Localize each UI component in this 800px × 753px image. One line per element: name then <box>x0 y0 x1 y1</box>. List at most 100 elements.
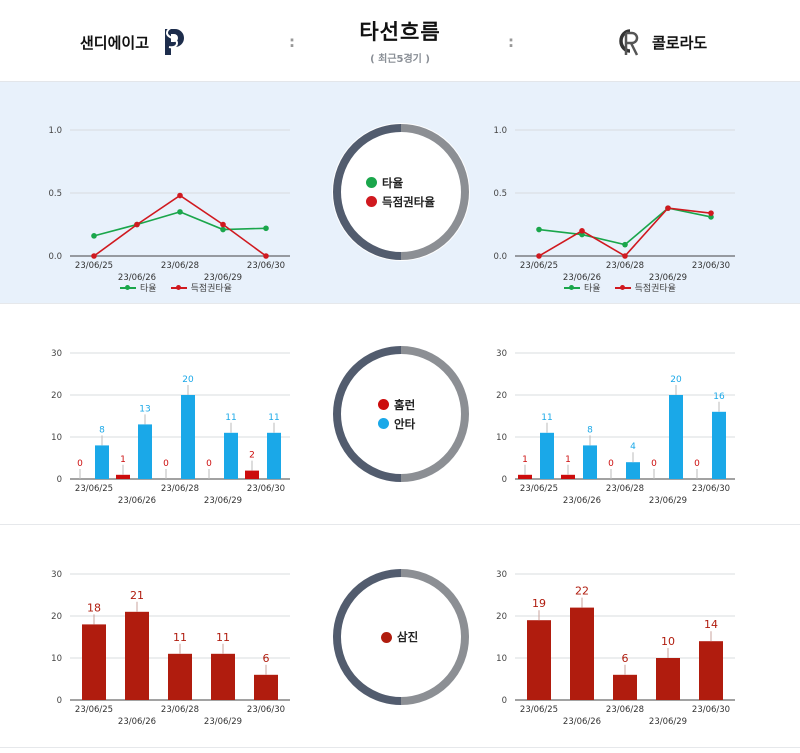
y-tick-label: 10 <box>51 654 62 664</box>
data-label: 21 <box>130 589 144 602</box>
x-tick-label: 23/06/26 <box>563 717 601 727</box>
header: 샌디에이고 : 타선흐름 ( 최근5경기 ) : 콜로라도 <box>0 0 800 82</box>
data-label: 11 <box>225 413 236 423</box>
x-tick-label: 23/06/29 <box>204 273 242 283</box>
data-label: 20 <box>670 375 682 385</box>
data-point <box>708 210 714 216</box>
y-tick-label: 1.0 <box>493 126 507 136</box>
x-tick-label: 23/06/29 <box>204 717 242 727</box>
data-label: 0 <box>608 459 614 469</box>
data-point <box>622 253 628 259</box>
bar-hits <box>224 432 238 479</box>
legend-item-avg[interactable]: 타율 <box>564 281 601 294</box>
x-tick-label: 23/06/25 <box>520 705 558 715</box>
data-label: 6 <box>622 652 629 665</box>
data-point <box>536 226 542 233</box>
y-tick-label: 10 <box>51 433 62 443</box>
legend-risp: 득점권타율 <box>366 194 436 210</box>
ring-right-arc <box>400 569 469 705</box>
y-tick-label: 10 <box>496 433 507 443</box>
ring-right-arc <box>400 346 469 482</box>
data-label: 4 <box>630 442 636 452</box>
y-tick-label: 1.0 <box>48 126 62 136</box>
bar-hits <box>138 424 152 479</box>
x-tick-label: 23/06/30 <box>692 261 730 271</box>
page-subtitle: ( 최근5경기 ) <box>370 54 430 65</box>
strikeout-section: 0 10 20 30 23/06/25 23/06/26 23/06/28 23/06/29 2… <box>0 526 800 748</box>
x-tick-label: 23/06/25 <box>520 484 558 494</box>
series-line-avg <box>538 207 712 246</box>
data-label: 11 <box>268 413 279 423</box>
data-label: 0 <box>163 459 169 469</box>
bar <box>125 611 149 700</box>
series-line-risp <box>93 194 267 257</box>
data-label: 20 <box>182 375 194 385</box>
legend-avg: 타율 <box>366 175 436 191</box>
rockies-logo-icon <box>619 29 639 56</box>
green-dot-icon <box>366 177 377 188</box>
team-left-name: 샌디에이고 <box>80 33 150 52</box>
data-point <box>220 221 226 228</box>
bar-hits <box>669 395 683 479</box>
legend-item-risp[interactable]: 득점권타율 <box>170 281 232 294</box>
batting-legend-left: 타율 득점권타율 <box>120 281 232 294</box>
y-tick-label: 20 <box>496 391 507 401</box>
batting-legend-right: 타율 득점권타율 <box>564 281 676 294</box>
bar-hr <box>518 474 532 479</box>
bar-hits <box>583 445 597 479</box>
strikeout-legend-ring: 삼진 <box>332 568 470 706</box>
data-label: 1 <box>522 455 528 465</box>
header-separator-left: : <box>289 33 295 51</box>
x-tick-label: 23/06/25 <box>520 261 558 271</box>
team-right-name: 콜로라도 <box>652 33 708 52</box>
x-tick-label: 23/06/30 <box>247 705 285 715</box>
strikeout-chart-right: 0 10 20 30 23/06/25 23/06/26 23/06/28 23/06/29 2… <box>445 526 745 752</box>
padres-logo-icon <box>165 26 185 55</box>
bar-hits <box>712 411 726 479</box>
bar-hits <box>181 395 195 479</box>
batting-chart-right: 0.0 0.5 1.0 23/06/25 23/06/26 23/06/28 23/06/2… <box>445 82 745 308</box>
hits-section: 0 10 20 30 23/06/25 23/06/26 23/06/28 23/06/29 2… <box>0 305 800 525</box>
x-tick-label: 23/06/28 <box>606 484 644 494</box>
blue-dot-icon <box>378 418 389 429</box>
legend-item-avg[interactable]: 타율 <box>120 281 157 294</box>
y-tick-label: 30 <box>51 570 62 580</box>
data-label: 11 <box>216 631 230 644</box>
data-point <box>263 253 269 259</box>
data-label: 22 <box>575 585 589 598</box>
y-tick-label: 0 <box>502 696 507 706</box>
data-label: 6 <box>263 652 270 665</box>
bar-hr <box>116 474 130 479</box>
x-tick-label: 23/06/28 <box>606 705 644 715</box>
data-label: 2 <box>249 451 255 461</box>
x-tick-label: 23/06/30 <box>692 705 730 715</box>
y-tick-label: 0 <box>57 475 62 485</box>
red-dot-icon <box>378 399 389 410</box>
data-point <box>134 221 140 228</box>
team-left[interactable]: 샌디에이고 <box>80 25 189 59</box>
y-tick-label: 0.5 <box>48 189 62 199</box>
red-dot-icon <box>381 631 392 643</box>
x-tick-label: 23/06/28 <box>161 261 199 271</box>
data-label: 11 <box>541 413 552 423</box>
ring-right-arc <box>400 124 469 260</box>
x-tick-label: 23/06/25 <box>75 705 113 715</box>
bar-hits <box>540 432 554 479</box>
data-label: 13 <box>139 404 150 414</box>
bar <box>613 674 637 700</box>
data-label: 18 <box>87 601 101 614</box>
y-tick-label: 20 <box>51 391 62 401</box>
strikeout-chart-left: 0 10 20 30 23/06/25 23/06/26 23/06/28 23/06/29 2… <box>0 526 300 752</box>
y-tick-label: 20 <box>51 612 62 622</box>
hits-legend-ring: 홈런 안타 <box>332 345 470 483</box>
bar <box>254 674 278 700</box>
batting-chart-left: 0.0 0.5 1.0 23/06/25 23/06/26 23/06/28 23/06/2… <box>0 82 300 308</box>
legend-item-risp[interactable]: 득점권타율 <box>614 281 676 294</box>
team-right[interactable]: 콜로라도 <box>612 25 707 59</box>
data-point <box>263 225 269 232</box>
x-tick-label: 23/06/29 <box>649 717 687 727</box>
bar <box>527 620 551 700</box>
hits-chart-right: 0 10 20 30 23/06/25 23/06/26 23/06/28 23/06/29 2… <box>445 305 745 529</box>
legend-hr: 홈런 <box>378 397 424 413</box>
x-tick-label: 23/06/26 <box>118 496 156 506</box>
